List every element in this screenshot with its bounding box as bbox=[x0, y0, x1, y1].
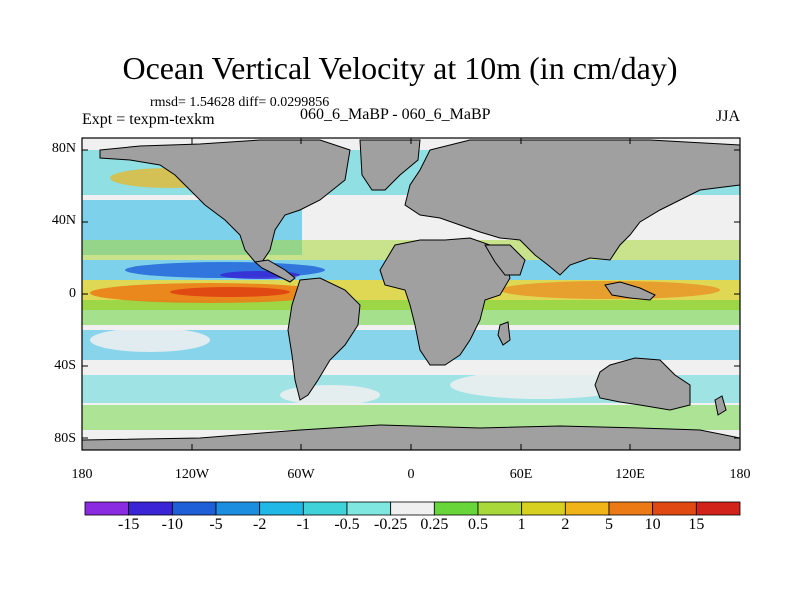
land bbox=[82, 139, 740, 450]
map-title: Ocean Vertical Velocity at 10m (in cm/da… bbox=[122, 50, 678, 86]
land-arabia bbox=[484, 244, 526, 276]
colorbar-swatch bbox=[346, 501, 392, 516]
colorbar-swatch bbox=[390, 501, 435, 516]
colorbar-swatch bbox=[84, 501, 130, 516]
colorbar-label: -5 bbox=[209, 516, 223, 533]
ocean-field bbox=[82, 138, 740, 450]
land-australia bbox=[594, 357, 691, 411]
land-madagascar bbox=[497, 321, 511, 346]
colorbar-label: 1 bbox=[517, 516, 526, 533]
colorbar-swatch bbox=[259, 501, 304, 516]
x-tick-60e: 60E bbox=[509, 467, 533, 482]
colorbar-swatch bbox=[215, 501, 261, 516]
y-tick-40s: 40S bbox=[54, 358, 76, 373]
sio-white bbox=[450, 371, 630, 399]
x-tick-120w: 120W bbox=[174, 467, 210, 482]
x-tick-180e: 180 bbox=[729, 467, 751, 482]
colorbar-label: 0.5 bbox=[468, 516, 488, 533]
y-tick-80n: 80N bbox=[51, 141, 76, 156]
colorbar-swatch bbox=[302, 501, 348, 516]
colorbar-swatch bbox=[128, 501, 173, 516]
x-tick-60w: 60W bbox=[287, 467, 315, 482]
colorbar-swatch bbox=[652, 501, 697, 516]
y-tick-0: 0 bbox=[69, 286, 76, 301]
land-north-america bbox=[99, 139, 351, 263]
colorbar-label: 0.25 bbox=[420, 516, 449, 533]
land-antarctica bbox=[82, 424, 740, 450]
colorbar-label: -0.25 bbox=[373, 516, 408, 533]
land-new-zealand bbox=[714, 395, 727, 416]
colorbar-swatch bbox=[171, 501, 217, 516]
colorbar-swatch bbox=[564, 501, 610, 516]
colorbar-swatch bbox=[608, 501, 654, 516]
experiment-label: Expt = texpm-texkm bbox=[82, 111, 215, 128]
colorbar-swatch bbox=[433, 501, 479, 516]
colorbar-swatch bbox=[521, 501, 566, 516]
colorbar-label: 15 bbox=[688, 516, 705, 533]
colorbar bbox=[84, 501, 741, 516]
spac-white bbox=[90, 328, 210, 352]
land-maritime bbox=[604, 281, 656, 301]
colorbar-swatch bbox=[477, 501, 523, 516]
colorbar-label: -15 bbox=[117, 516, 140, 533]
colorbar-label: 5 bbox=[605, 516, 613, 533]
y-tick-80s: 80S bbox=[54, 431, 76, 446]
x-tick-120e: 120E bbox=[615, 467, 645, 482]
equator-red bbox=[170, 287, 290, 297]
satl-white bbox=[280, 385, 380, 405]
colorbar-label: 2 bbox=[561, 516, 570, 533]
stats-text: rmsd= 1.54628 diff= 0.0299856 bbox=[150, 95, 330, 110]
colorbar-label: -10 bbox=[161, 516, 183, 533]
season-label: JJA bbox=[715, 108, 740, 125]
land-south-america bbox=[287, 277, 361, 401]
colorbar-swatch bbox=[695, 501, 741, 516]
y-tick-40n: 40N bbox=[51, 213, 76, 228]
axis-ticks bbox=[81, 138, 741, 450]
colorbar-label: -2 bbox=[252, 516, 267, 533]
land-eurasia bbox=[404, 139, 740, 276]
land-africa bbox=[379, 237, 511, 366]
colorbar-label: 10 bbox=[644, 516, 661, 533]
colorbar-label: -0.5 bbox=[334, 516, 360, 533]
x-tick-0: 0 bbox=[407, 467, 415, 482]
x-tick-180w: 180 bbox=[71, 467, 93, 482]
land-greenland bbox=[359, 139, 421, 191]
case-label: 060_6_MaBP - 060_6_MaBP bbox=[300, 106, 491, 123]
land-central-america bbox=[253, 259, 296, 283]
colorbar-label: -1 bbox=[296, 516, 310, 533]
